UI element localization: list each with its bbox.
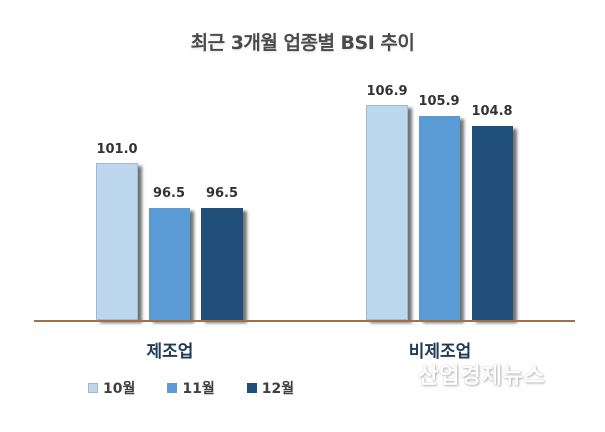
legend-label-dec: 12월 <box>261 381 295 397</box>
x-axis-line <box>34 320 575 322</box>
legend-swatch-dec <box>246 383 257 393</box>
legend-swatch-oct <box>88 383 98 393</box>
legend: 10월 11월 12월 <box>88 378 326 398</box>
value-label-manufacturing-dec: 96.5 <box>205 186 239 201</box>
value-label-manufacturing-nov: 96.5 <box>152 186 186 201</box>
bar-manufacturing-nov <box>149 208 190 320</box>
legend-label-nov: 11월 <box>182 381 215 397</box>
legend-item-oct: 10월 <box>88 378 135 398</box>
watermark: 산업경제뉴스 <box>418 364 546 389</box>
legend-item-nov: 11월 <box>167 378 215 398</box>
value-label-nonmanufacturing-oct: 106.9 <box>366 84 408 99</box>
chart-title: 최근 3개월 업종별 BSI 추이 <box>190 32 415 54</box>
value-label-nonmanufacturing-nov: 105.9 <box>418 94 460 109</box>
bar-nonmanufacturing-dec <box>472 126 513 320</box>
bar-nonmanufacturing-oct <box>366 105 408 320</box>
legend-item-dec: 12월 <box>246 378 295 398</box>
legend-swatch-nov <box>167 383 178 393</box>
category-label-nonmanufacturing: 비제조업 <box>408 342 472 362</box>
category-label-manufacturing: 제조업 <box>146 342 194 362</box>
bar-manufacturing-oct <box>96 163 138 320</box>
bar-nonmanufacturing-nov <box>419 116 460 320</box>
bar-manufacturing-dec <box>201 208 243 320</box>
legend-label-oct: 10월 <box>103 381 136 397</box>
value-label-manufacturing-oct: 101.0 <box>96 142 138 157</box>
value-label-nonmanufacturing-dec: 104.8 <box>471 104 513 119</box>
